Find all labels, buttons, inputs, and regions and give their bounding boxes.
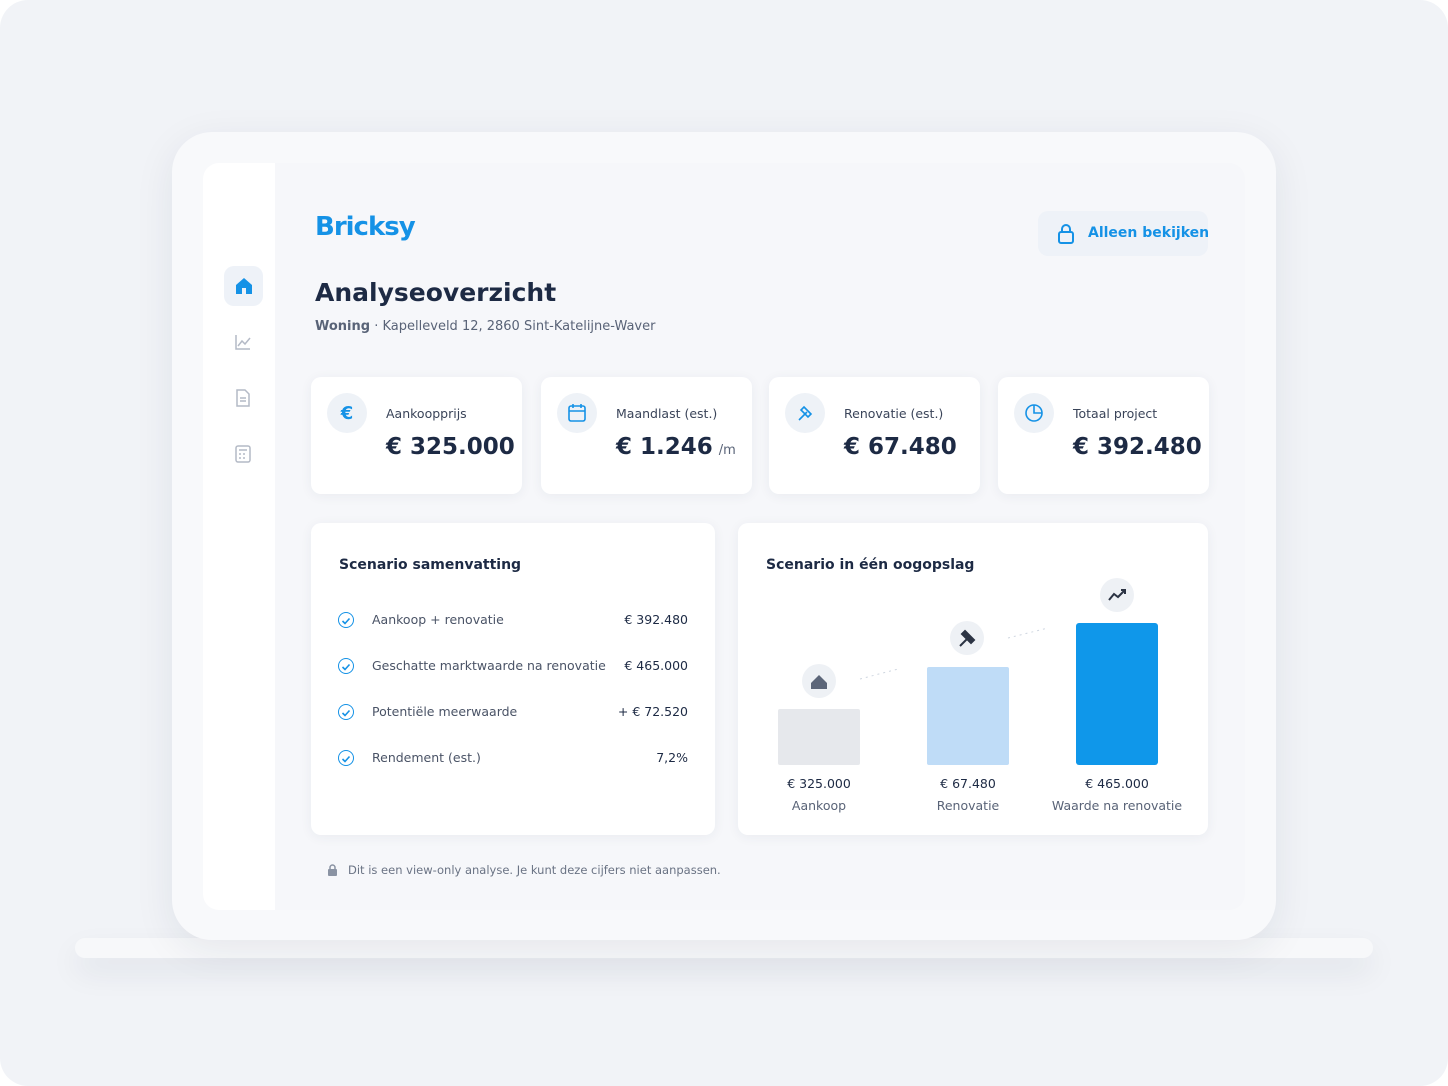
kpi-label: Maandlast (est.) — [616, 406, 718, 421]
kpi-label: Aankoopprijs — [386, 406, 467, 421]
connector — [859, 627, 1049, 680]
icon — [568, 404, 586, 422]
svg-text:€: € — [340, 403, 354, 423]
check-icon — [338, 612, 354, 628]
laptop-base — [75, 938, 1373, 958]
row-value: + € 72.520 — [617, 704, 688, 719]
kpi-unit: /m — [718, 443, 736, 458]
glance-card: Scenario in één oogopslag € 325.000 Aanko… — [738, 523, 1208, 835]
trend-icon — [1108, 589, 1126, 601]
home-icon — [236, 278, 252, 294]
page-title: Analyseoverzicht — [315, 278, 557, 307]
summary-title: Scenario samenvatting — [339, 557, 522, 573]
bar-value: € 465.000 — [1085, 776, 1149, 791]
bar-label: Aankoop — [791, 798, 847, 813]
kpi-icon — [785, 393, 825, 433]
bar — [927, 667, 1009, 765]
summary-card: Scenario samenvatting Aankoop + renovati… — [311, 523, 715, 835]
nav-active[interactable] — [224, 266, 263, 306]
kpi-label: Totaal project — [1073, 406, 1158, 421]
address: Kapelleveld 12, 2860 Sint-Katelijne-Wave… — [382, 319, 656, 334]
bar-value: € 325.000 — [787, 776, 851, 791]
kpi-label: Renovatie (est.) — [844, 406, 944, 421]
kpi-icon — [557, 393, 597, 433]
kpi-value: € 67.480 — [844, 434, 957, 460]
glance-title: Scenario in één oogopslag — [766, 557, 975, 573]
row-label: Aankoop + renovatie — [372, 612, 504, 627]
row-label: Potentiële meerwaarde — [372, 704, 518, 719]
icon: € — [340, 403, 354, 423]
separator: · — [374, 319, 379, 334]
bar — [1076, 623, 1158, 765]
nav-calc[interactable] — [235, 445, 251, 463]
kpi-card: Totaal project € 392.480 — [998, 377, 1209, 494]
row-label: Geschatte marktwaarde na renovatie — [372, 658, 606, 673]
kpi-value: € 325.000 — [386, 434, 515, 460]
kpi-icon: € — [327, 393, 367, 433]
footer-note: Dit is een view-only analyse. Je kunt de… — [348, 863, 721, 877]
check-icon — [338, 704, 354, 720]
view-only-button[interactable]: Alleen bekijken — [1038, 211, 1210, 256]
check-icon — [338, 658, 354, 674]
check-icon — [338, 750, 354, 766]
check — [341, 663, 351, 671]
button-label: Alleen bekijken — [1088, 225, 1210, 241]
row-value: € 465.000 — [624, 658, 688, 673]
bar-label: Waarde na renovatie — [1051, 798, 1183, 813]
check — [341, 709, 351, 717]
property-type: Woning — [315, 319, 371, 334]
row-label: Rendement (est.) — [372, 750, 481, 765]
icon — [798, 405, 813, 421]
nav-chart[interactable] — [234, 333, 252, 351]
kpi-value: € 392.480 — [1073, 434, 1202, 460]
brand-logo[interactable]: Bricksy — [315, 212, 416, 242]
kpi-card: Maandlast (est.) € 1.246/m — [541, 377, 752, 494]
check — [341, 755, 351, 763]
kpi-card: € Aankoopprijs € 325.000 — [311, 377, 522, 494]
bar-label: Renovatie — [936, 798, 1000, 813]
kpi-value: € 1.246/m — [616, 434, 736, 460]
nav-doc[interactable] — [235, 389, 251, 407]
footer-lock — [328, 864, 337, 876]
check — [341, 617, 351, 625]
kpi-icon — [1014, 393, 1054, 433]
icon — [1025, 404, 1043, 422]
subtitle: Woning · Kapelleveld 12, 2860 Sint-Katel… — [315, 319, 655, 334]
bar-value: € 67.480 — [940, 776, 996, 791]
row-value: 7,2% — [656, 750, 688, 765]
hammer-icon — [959, 629, 976, 647]
kpi-card: Renovatie (est.) € 67.480 — [769, 377, 980, 494]
lock-icon — [1058, 224, 1074, 244]
row-value: € 392.480 — [624, 612, 688, 627]
bar — [778, 709, 860, 765]
house-icon — [811, 675, 827, 689]
glance-graphic — [778, 578, 1158, 765]
